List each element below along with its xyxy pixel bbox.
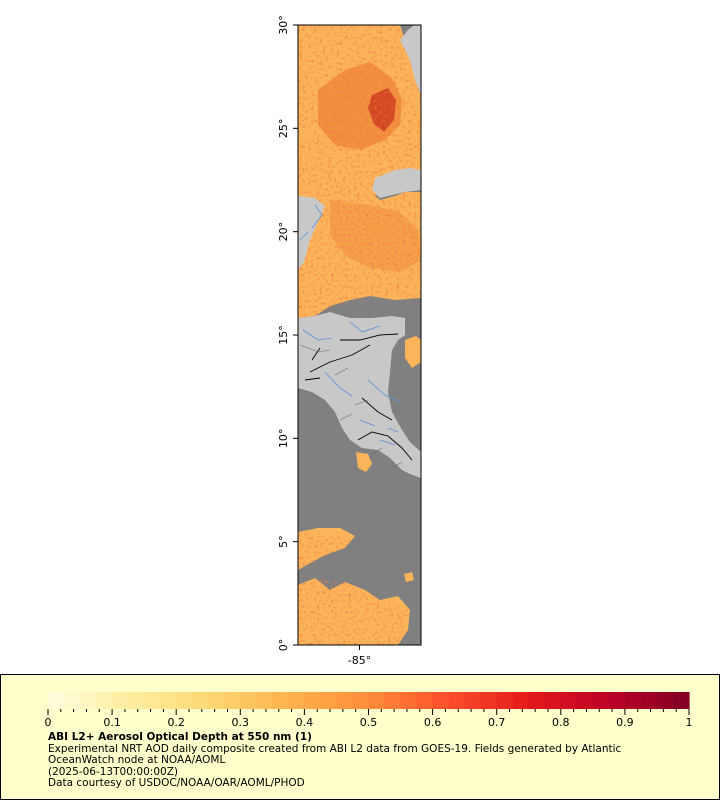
colorbar-tick-label: 0.5 (360, 716, 378, 729)
colorbar-cell (192, 692, 209, 709)
land-central-america (298, 312, 421, 478)
caption-line-1: Experimental NRT AOD daily composite cre… (48, 742, 622, 755)
legend-panel: 0 0.1 0.2 0.3 0.4 0.5 0.6 0.7 0.8 0.9 1 ABI L2+ Ae… (0, 674, 720, 800)
colorbar-cell (240, 692, 257, 709)
colorbar-cell (576, 692, 594, 709)
colorbar-tick-label: 0.7 (488, 716, 506, 729)
colorbar-cell (336, 692, 354, 709)
colorbar-cell (304, 692, 322, 709)
colorbar-cell (96, 692, 113, 709)
colorbar-tick-label: 1 (686, 716, 693, 729)
colorbar-cell (272, 692, 289, 709)
state-lines (299, 344, 403, 469)
colorbar-cell (224, 692, 241, 709)
colorbar-cell (368, 692, 386, 709)
colorbar-cell (400, 692, 418, 709)
colorbar-cell (256, 692, 273, 709)
colorbar-cell (384, 692, 402, 709)
colorbar-cell (496, 692, 514, 709)
colorbar-cell (640, 692, 658, 709)
caption-line-3: (2025-06-13T00:00:00Z) (48, 765, 178, 778)
aod-small-patch (404, 572, 414, 582)
colorbar-cell (48, 692, 65, 709)
aod-coastal-patch (405, 336, 421, 368)
latitude-axis: 0° 5° 10° 15° 20° 25° 30° (277, 15, 298, 651)
aod-coastal-patch-2 (356, 452, 372, 472)
aod-map: 0° 5° 10° 15° 20° 25° 30° -85° (277, 15, 422, 667)
colorbar-cell (624, 692, 642, 709)
colorbar-cell (352, 692, 370, 709)
colorbar-tick-label: 0.3 (232, 716, 250, 729)
land-west-coast (298, 196, 325, 270)
colorbar-cell (128, 692, 145, 709)
map-area: 0° 5° 10° 15° 20° 25° 30° -85° (277, 15, 422, 667)
colorbar-tick-label: 0.8 (552, 716, 570, 729)
colorbar-cell (64, 692, 81, 709)
colorbar-tick-label: 0.9 (616, 716, 634, 729)
lat-tick-label: 20° (277, 222, 290, 242)
caption-line-4: Data courtesy of USDOC/NOAA/OAR/AOML/PHO… (48, 777, 305, 789)
colorbar-cell (592, 692, 610, 709)
colorbar: 0 0.1 0.2 0.3 0.4 0.5 0.6 0.7 0.8 0.9 1 (45, 692, 693, 729)
colorbar-ticks: 0 0.1 0.2 0.3 0.4 0.5 0.6 0.7 0.8 0.9 1 (45, 709, 693, 729)
colorbar-cell (176, 692, 193, 709)
colorbar-cell (416, 692, 434, 709)
lat-tick-label: 10° (277, 429, 290, 449)
caption-title: ABI L2+ Aerosol Optical Depth at 550 nm … (48, 731, 312, 743)
aod-speckle-north (298, 25, 421, 318)
colorbar-cell (288, 692, 305, 709)
aod-speckle-south (298, 532, 410, 645)
lat-tick-label: 0° (277, 639, 290, 652)
longitude-axis: -85° (348, 645, 371, 667)
colorbar-tick-label: 0.1 (103, 716, 121, 729)
colorbar-tick-label: 0.2 (167, 716, 185, 729)
colorbar-cell (672, 692, 690, 709)
colorbar-cell (448, 692, 466, 709)
colorbar-cell (544, 692, 562, 709)
colorbar-cell (608, 692, 626, 709)
land-yucatan (372, 168, 421, 198)
colorbar-cell (160, 692, 177, 709)
colorbar-tick-label: 0 (45, 716, 52, 729)
colorbar-cell (512, 692, 530, 709)
lat-tick-label: 15° (277, 325, 290, 345)
rivers (299, 204, 401, 446)
lat-tick-label: 5° (277, 535, 290, 548)
colorbar-cell (528, 692, 546, 709)
colorbar-cell (208, 692, 225, 709)
colorbar-cell (432, 692, 450, 709)
colorbar-tick-label: 0.4 (296, 716, 314, 729)
country-borders (304, 333, 413, 461)
land-cuba-tip (400, 25, 421, 95)
colorbar-cell (656, 692, 674, 709)
lat-tick-label: 30° (277, 15, 290, 35)
colorbar-cell (80, 692, 97, 709)
colorbar-cell (144, 692, 161, 709)
colorbar-cell (112, 692, 129, 709)
colorbar-cell (560, 692, 578, 709)
caption-line-2: OceanWatch node at NOAA/AOML (48, 754, 226, 766)
colorbar-cell (320, 692, 338, 709)
caption: ABI L2+ Aerosol Optical Depth at 550 nm … (48, 731, 698, 790)
lon-tick-label: -85° (348, 654, 371, 667)
colorbar-cell (464, 692, 482, 709)
colorbar-cell (480, 692, 498, 709)
colorbar-cells (48, 692, 690, 709)
colorbar-tick-label: 0.6 (424, 716, 442, 729)
lat-tick-label: 25° (277, 119, 290, 139)
